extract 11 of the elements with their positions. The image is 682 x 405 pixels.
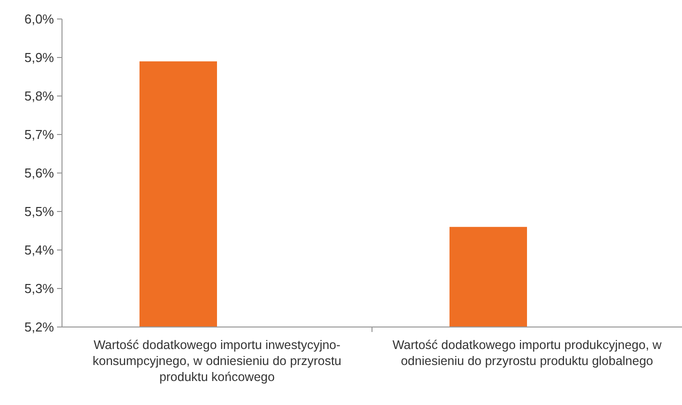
x-tick-label: Wartość dodatkowego importu produkcyjnego, w odniesieniu do przyrostu produktu globalnego: [392, 338, 663, 368]
y-tick-label: 5,9%: [24, 50, 54, 66]
x-tick-label: Wartość dodatkowego importu inwestycyjno-konsumpcyjnego, w odniesieniu do przyrostu produktu końcowego: [92, 338, 342, 384]
y-tick-label: 5,3%: [24, 281, 54, 296]
y-tick-label: 5,6%: [24, 166, 54, 181]
y-tick-label: 5,2%: [24, 320, 54, 335]
y-tick-label: 6,0%: [24, 12, 54, 27]
y-tick-label: 5,4%: [24, 242, 54, 258]
y-tick-label: 5,8%: [24, 88, 54, 104]
y-tick-label: 5,5%: [24, 204, 54, 220]
y-tick-label: 5,7%: [24, 127, 54, 142]
